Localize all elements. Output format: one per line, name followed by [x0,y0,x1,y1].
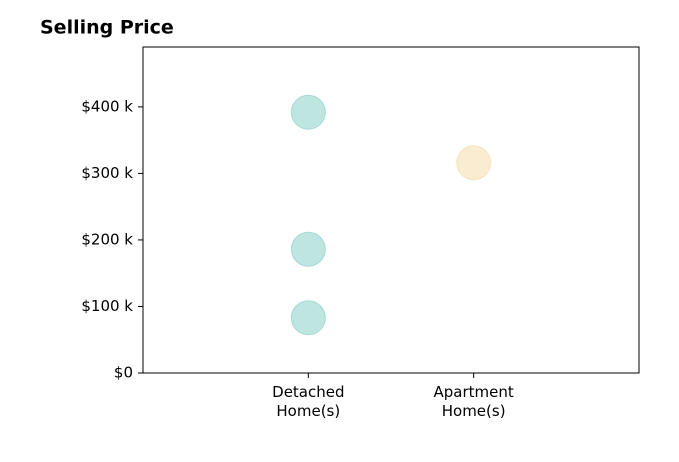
point [456,145,492,181]
point [290,94,326,130]
point [290,300,326,336]
y-tick-label: $200 k [81,230,133,248]
y-tick-label: $300 k [81,164,133,182]
x-tick-label: Apartment Home(s) [433,383,514,420]
point [290,231,326,267]
x-tick-label: Detached Home(s) [272,383,345,420]
plot-frame [142,46,640,374]
y-tick-label: $100 k [81,297,133,315]
y-tick-label: $0 [114,364,133,382]
y-tick-label: $400 k [81,97,133,115]
chart-title: Selling Price [40,17,174,39]
